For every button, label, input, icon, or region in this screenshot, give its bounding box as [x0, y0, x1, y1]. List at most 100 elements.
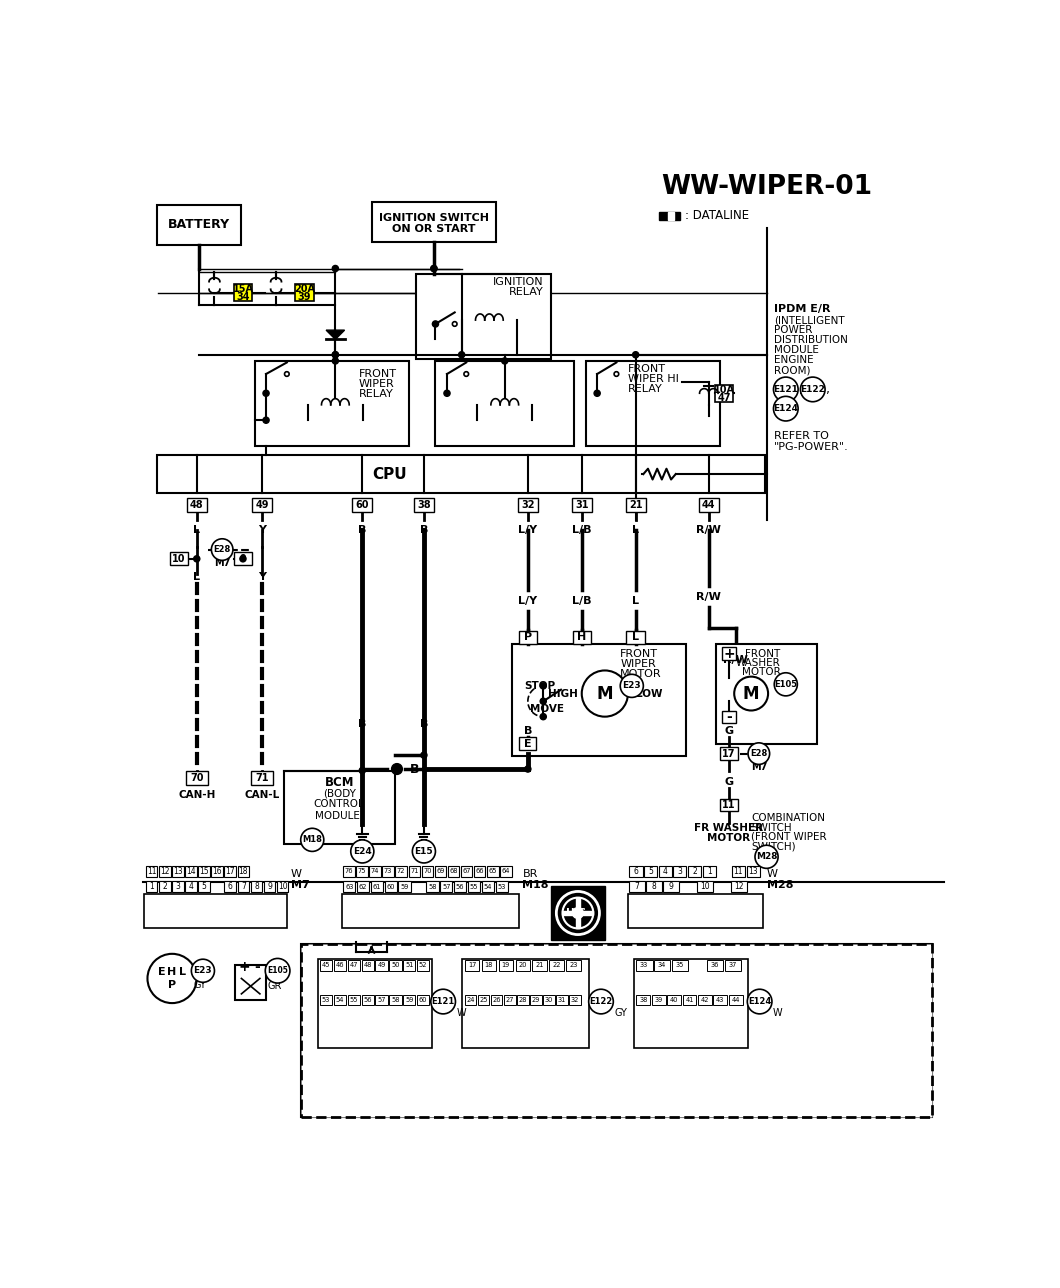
- Text: M28: M28: [756, 853, 777, 862]
- Circle shape: [594, 390, 600, 397]
- Bar: [186, 866, 197, 877]
- Text: E23: E23: [194, 966, 212, 975]
- Circle shape: [211, 538, 233, 560]
- Bar: [673, 866, 687, 877]
- Bar: [233, 283, 252, 301]
- Bar: [395, 866, 407, 877]
- Bar: [654, 960, 670, 971]
- Bar: [186, 772, 208, 786]
- Text: 33: 33: [640, 962, 649, 969]
- Text: -: -: [726, 710, 731, 724]
- Text: 10: 10: [173, 554, 185, 564]
- Text: 47: 47: [350, 962, 358, 969]
- Bar: [683, 994, 696, 1006]
- Text: IGNITION: IGNITION: [493, 277, 543, 287]
- Bar: [626, 631, 644, 644]
- Text: 64: 64: [501, 868, 510, 875]
- Circle shape: [421, 752, 427, 759]
- Text: E122: E122: [800, 385, 825, 394]
- Bar: [352, 498, 372, 511]
- Text: 9: 9: [669, 882, 673, 891]
- Bar: [225, 866, 236, 877]
- Text: MOVE: MOVE: [530, 705, 564, 714]
- Bar: [403, 960, 416, 971]
- Bar: [673, 211, 681, 220]
- Text: CPU: CPU: [372, 466, 407, 482]
- Text: WIPER: WIPER: [620, 658, 656, 668]
- Text: L: L: [632, 526, 639, 536]
- Bar: [515, 960, 530, 971]
- Text: L/Y: L/Y: [518, 526, 537, 536]
- Text: MODULE: MODULE: [774, 345, 819, 355]
- Text: WW-WIPER-01: WW-WIPER-01: [661, 174, 872, 200]
- Text: 60: 60: [387, 884, 395, 890]
- Text: 58: 58: [428, 884, 437, 890]
- Text: R/W: R/W: [696, 592, 721, 603]
- Text: BATTERY: BATTERY: [167, 218, 230, 231]
- Bar: [530, 994, 542, 1006]
- Text: M18: M18: [302, 836, 322, 845]
- Text: 44: 44: [702, 500, 716, 510]
- Circle shape: [263, 417, 269, 424]
- Text: 17: 17: [226, 867, 235, 876]
- Bar: [348, 994, 360, 1006]
- Text: E28: E28: [750, 750, 767, 759]
- Text: 56: 56: [456, 884, 464, 890]
- Text: 4: 4: [662, 867, 668, 876]
- Text: 61: 61: [373, 884, 382, 890]
- Text: 11: 11: [147, 867, 157, 876]
- Bar: [159, 881, 171, 893]
- Bar: [371, 881, 383, 893]
- Bar: [566, 960, 581, 971]
- Bar: [408, 866, 420, 877]
- Text: L/B: L/B: [572, 526, 591, 536]
- Circle shape: [430, 265, 437, 272]
- Circle shape: [620, 675, 643, 697]
- Text: 46: 46: [336, 962, 344, 969]
- Bar: [636, 960, 653, 971]
- Bar: [699, 498, 719, 511]
- Text: ROOM): ROOM): [774, 366, 811, 375]
- Bar: [563, 911, 594, 914]
- Text: M7: M7: [214, 558, 230, 568]
- Text: M7: M7: [290, 880, 310, 890]
- Text: 17: 17: [467, 962, 476, 969]
- Text: B: B: [358, 526, 367, 536]
- Bar: [389, 960, 402, 971]
- Text: 59: 59: [405, 997, 413, 1003]
- Bar: [699, 994, 712, 1006]
- Text: GR: GR: [267, 981, 282, 992]
- Circle shape: [774, 397, 798, 421]
- Bar: [389, 994, 402, 1006]
- Text: 1: 1: [707, 867, 711, 876]
- Text: 53: 53: [497, 884, 506, 890]
- Bar: [172, 866, 183, 877]
- Bar: [725, 960, 741, 971]
- Text: IGNITION SWITCH: IGNITION SWITCH: [378, 214, 489, 224]
- Bar: [277, 881, 288, 893]
- Text: 6: 6: [634, 867, 638, 876]
- Bar: [697, 881, 712, 893]
- Text: 14: 14: [187, 867, 196, 876]
- Circle shape: [412, 840, 436, 863]
- Circle shape: [332, 352, 338, 358]
- Text: 2: 2: [162, 882, 167, 891]
- Circle shape: [332, 358, 338, 365]
- Text: P: P: [524, 632, 532, 643]
- Text: L/B: L/B: [572, 596, 591, 607]
- Bar: [343, 881, 355, 893]
- Text: E122: E122: [589, 997, 613, 1006]
- Bar: [518, 498, 537, 511]
- Text: L: L: [632, 632, 639, 643]
- Text: 10: 10: [278, 882, 287, 891]
- Text: +: +: [723, 647, 735, 661]
- Text: 11: 11: [734, 867, 743, 876]
- Text: 25: 25: [479, 997, 488, 1003]
- Text: 54: 54: [483, 884, 492, 890]
- Bar: [146, 866, 158, 877]
- Text: 31: 31: [558, 997, 566, 1003]
- Bar: [343, 866, 355, 877]
- Text: 3: 3: [677, 867, 683, 876]
- Text: COMBINATION: COMBINATION: [752, 813, 825, 823]
- Bar: [417, 960, 429, 971]
